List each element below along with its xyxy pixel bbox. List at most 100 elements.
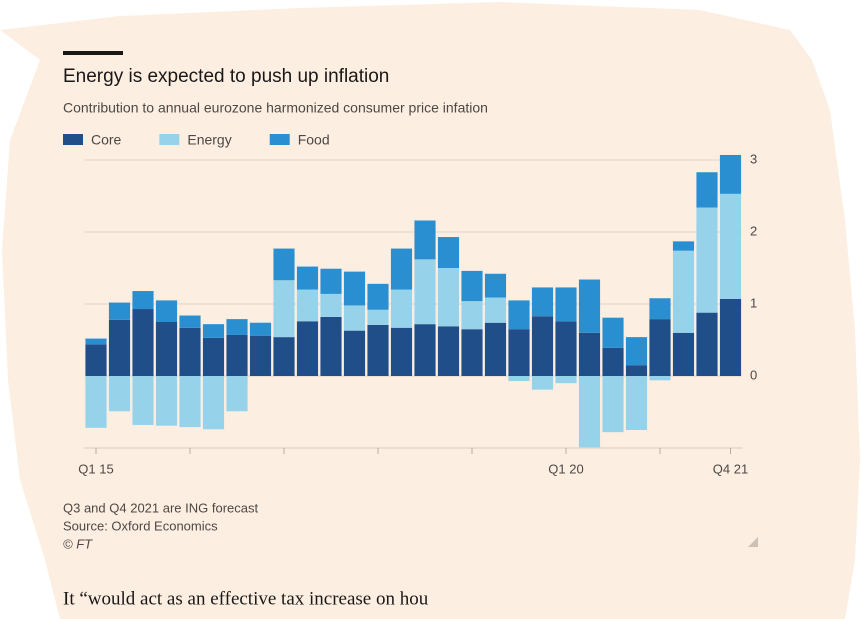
bar-segment — [696, 312, 718, 376]
resize-icon — [748, 537, 758, 547]
bar-segment — [390, 248, 413, 290]
bar-segment — [85, 344, 107, 376]
bar-segment — [437, 237, 460, 268]
bar-segment — [578, 376, 601, 448]
bar-segment — [484, 273, 507, 298]
bar-segment — [296, 321, 319, 376]
y-tick-label: 1 — [750, 295, 757, 310]
bar-segment — [390, 289, 413, 328]
bar-segment — [343, 305, 366, 331]
chart-title: Energy is expected to push up inflation — [63, 66, 389, 87]
bar-segment — [555, 376, 577, 384]
bar-segment — [531, 376, 554, 390]
bar-segment — [202, 337, 225, 376]
legend-label: Food — [298, 132, 330, 148]
note: Q3 and Q4 2021 are ING forecast — [63, 500, 258, 515]
bar-segment — [461, 329, 483, 376]
legend-swatch — [159, 134, 180, 145]
bar-segment — [367, 309, 389, 325]
bar-segment — [296, 289, 319, 322]
bar-segment — [602, 317, 624, 348]
bar-segment — [602, 376, 624, 433]
bar-segment — [578, 279, 601, 333]
bar-segment — [508, 376, 530, 382]
bar-segment — [531, 287, 554, 317]
bar-segment — [719, 154, 742, 194]
bar-segment — [555, 321, 577, 376]
bar-segment — [155, 322, 178, 376]
bar-segment — [296, 266, 319, 290]
bar-segment — [625, 376, 648, 430]
bar-segment — [155, 376, 178, 426]
legend-swatch — [63, 134, 83, 145]
bar-segment — [484, 297, 507, 323]
bar-segment — [719, 298, 742, 376]
bar-segment — [226, 319, 248, 335]
bar-segment — [437, 268, 460, 327]
copyright: © FT — [63, 536, 93, 551]
bar-segment — [343, 271, 366, 306]
bar-segment — [531, 316, 554, 376]
bar-segment — [202, 376, 225, 430]
bar-segment — [343, 330, 366, 376]
bar-segment — [226, 376, 248, 412]
bar-segment — [602, 347, 624, 376]
bar-segment — [696, 207, 718, 313]
x-tick-label: Q1 15 — [78, 461, 113, 476]
bar-segment — [414, 259, 436, 325]
bar-segment — [202, 324, 225, 338]
bar-segment — [155, 300, 178, 322]
bar-segment — [625, 337, 648, 366]
bar-segment — [179, 376, 201, 428]
bar-segment — [508, 300, 530, 330]
bar-segment — [108, 319, 131, 376]
source: Source: Oxford Economics — [63, 518, 218, 533]
bar-segment — [273, 248, 295, 281]
bar-segment — [555, 287, 577, 322]
bar-segment — [508, 329, 530, 376]
bar-segment — [367, 283, 389, 310]
y-tick-label: 0 — [750, 367, 757, 382]
bar-segment — [108, 302, 131, 320]
y-tick-label: 2 — [750, 223, 757, 238]
bar-segment — [249, 322, 272, 336]
bar-segment — [461, 270, 483, 302]
bar-segment — [85, 338, 107, 345]
bar-segment — [578, 332, 601, 376]
bar-segment — [696, 172, 718, 208]
bar-segment — [132, 291, 154, 310]
legend-label: Energy — [187, 132, 231, 148]
bar-segment — [719, 193, 742, 299]
bar-segment — [85, 376, 107, 428]
bar-segment — [625, 365, 648, 376]
bar-segment — [437, 326, 460, 376]
x-tick-label: Q4 21 — [713, 461, 748, 476]
chart-subtitle: Contribution to annual eurozone harmoniz… — [63, 100, 488, 116]
bar-segment — [461, 301, 483, 330]
bar-segment — [320, 268, 342, 294]
article-text: It “would act as an effective tax increa… — [63, 588, 429, 609]
legend-label: Core — [91, 132, 122, 148]
title-bar — [63, 51, 123, 55]
bar-segment — [273, 337, 295, 376]
bar-segment — [320, 316, 342, 376]
x-tick-label: Q1 20 — [548, 461, 583, 476]
bar-segment — [179, 327, 201, 376]
bar-segment — [672, 332, 695, 376]
bar-segment — [179, 315, 201, 328]
bar-segment — [273, 280, 295, 338]
bar-segment — [672, 250, 695, 333]
bar-segment — [226, 334, 248, 376]
bar-segment — [649, 319, 671, 376]
bar-segment — [132, 309, 154, 376]
bar-segment — [649, 376, 671, 381]
bar-segment — [649, 298, 671, 320]
bar-segment — [249, 335, 272, 376]
bar-segment — [367, 324, 389, 376]
bar-segment — [108, 376, 131, 412]
legend-swatch — [269, 134, 290, 145]
bar-segment — [414, 220, 436, 260]
bar-segment — [484, 322, 507, 376]
bar-segment — [672, 241, 695, 251]
